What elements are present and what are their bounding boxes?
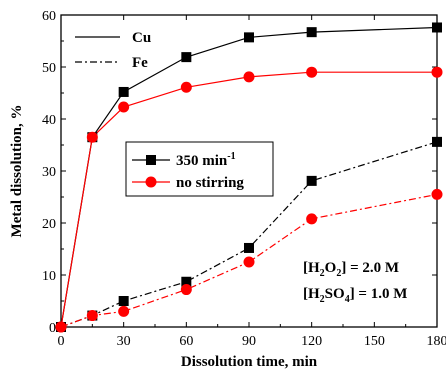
data-point (181, 52, 192, 63)
legend-nostir-label: no stirring (176, 175, 244, 191)
legend-cu-label: Cu (132, 30, 151, 46)
y-tick-label: 50 (42, 61, 56, 76)
data-point (244, 32, 254, 43)
data-point (86, 131, 98, 143)
annotation-h2so4: [H2SO4] = 1.0 M (303, 286, 407, 305)
x-tick-label: 60 (179, 334, 193, 349)
data-point (55, 321, 67, 333)
data-point (180, 81, 192, 93)
axis-ticks: 0 30 60 90 120 150 180 0 10 20 30 40 50 60 (42, 9, 446, 349)
y-tick-label: 20 (42, 217, 56, 232)
legend-fe-label: Fe (132, 55, 148, 71)
x-tick-label: 150 (364, 334, 385, 349)
x-tick-label: 180 (427, 334, 446, 349)
x-tick-label: 90 (242, 334, 256, 349)
x-axis-title: Dissolution time, min (181, 354, 318, 370)
data-point (86, 310, 98, 322)
y-tick-label: 60 (42, 9, 56, 24)
data-point (432, 136, 442, 147)
data-point (243, 71, 255, 83)
legend-markers: 350 min-1 no stirring (125, 141, 274, 197)
legend-350-label: 350 min-1 (176, 151, 236, 169)
y-tick-label: 30 (42, 165, 56, 180)
data-point (181, 276, 192, 287)
legend-nostir-marker (145, 176, 157, 188)
y-tick-label: 10 (42, 269, 56, 284)
data-point (431, 66, 443, 78)
data-point (306, 66, 318, 78)
data-point (118, 101, 130, 113)
x-tick-label: 120 (301, 334, 322, 349)
data-point (244, 242, 254, 253)
data-point (432, 22, 442, 33)
y-tick-label: 40 (42, 113, 56, 128)
x-tick-label: 0 (58, 334, 65, 349)
data-point (118, 296, 129, 306)
annotation-h2o2: [H2O2] = 2.0 M (303, 260, 399, 279)
plot-area: 0 30 60 90 120 150 180 0 10 20 30 40 50 60 (42, 9, 446, 349)
x-tick-label: 30 (117, 334, 131, 349)
series-markers (55, 22, 443, 333)
data-point (431, 188, 443, 200)
data-point (306, 27, 317, 38)
legend-linestyle: Cu Fe (75, 30, 151, 71)
legend-350-marker (146, 155, 156, 165)
data-point (306, 213, 318, 225)
data-point (118, 86, 129, 97)
data-point (118, 305, 130, 317)
data-point (243, 256, 255, 268)
y-axis-title: Metal dissolution, % (9, 105, 25, 238)
data-point (180, 284, 192, 296)
data-point (306, 175, 317, 186)
y-tick-label: 0 (49, 321, 56, 336)
annotations: [H2O2] = 2.0 M [H2SO4] = 1.0 M (303, 260, 407, 305)
